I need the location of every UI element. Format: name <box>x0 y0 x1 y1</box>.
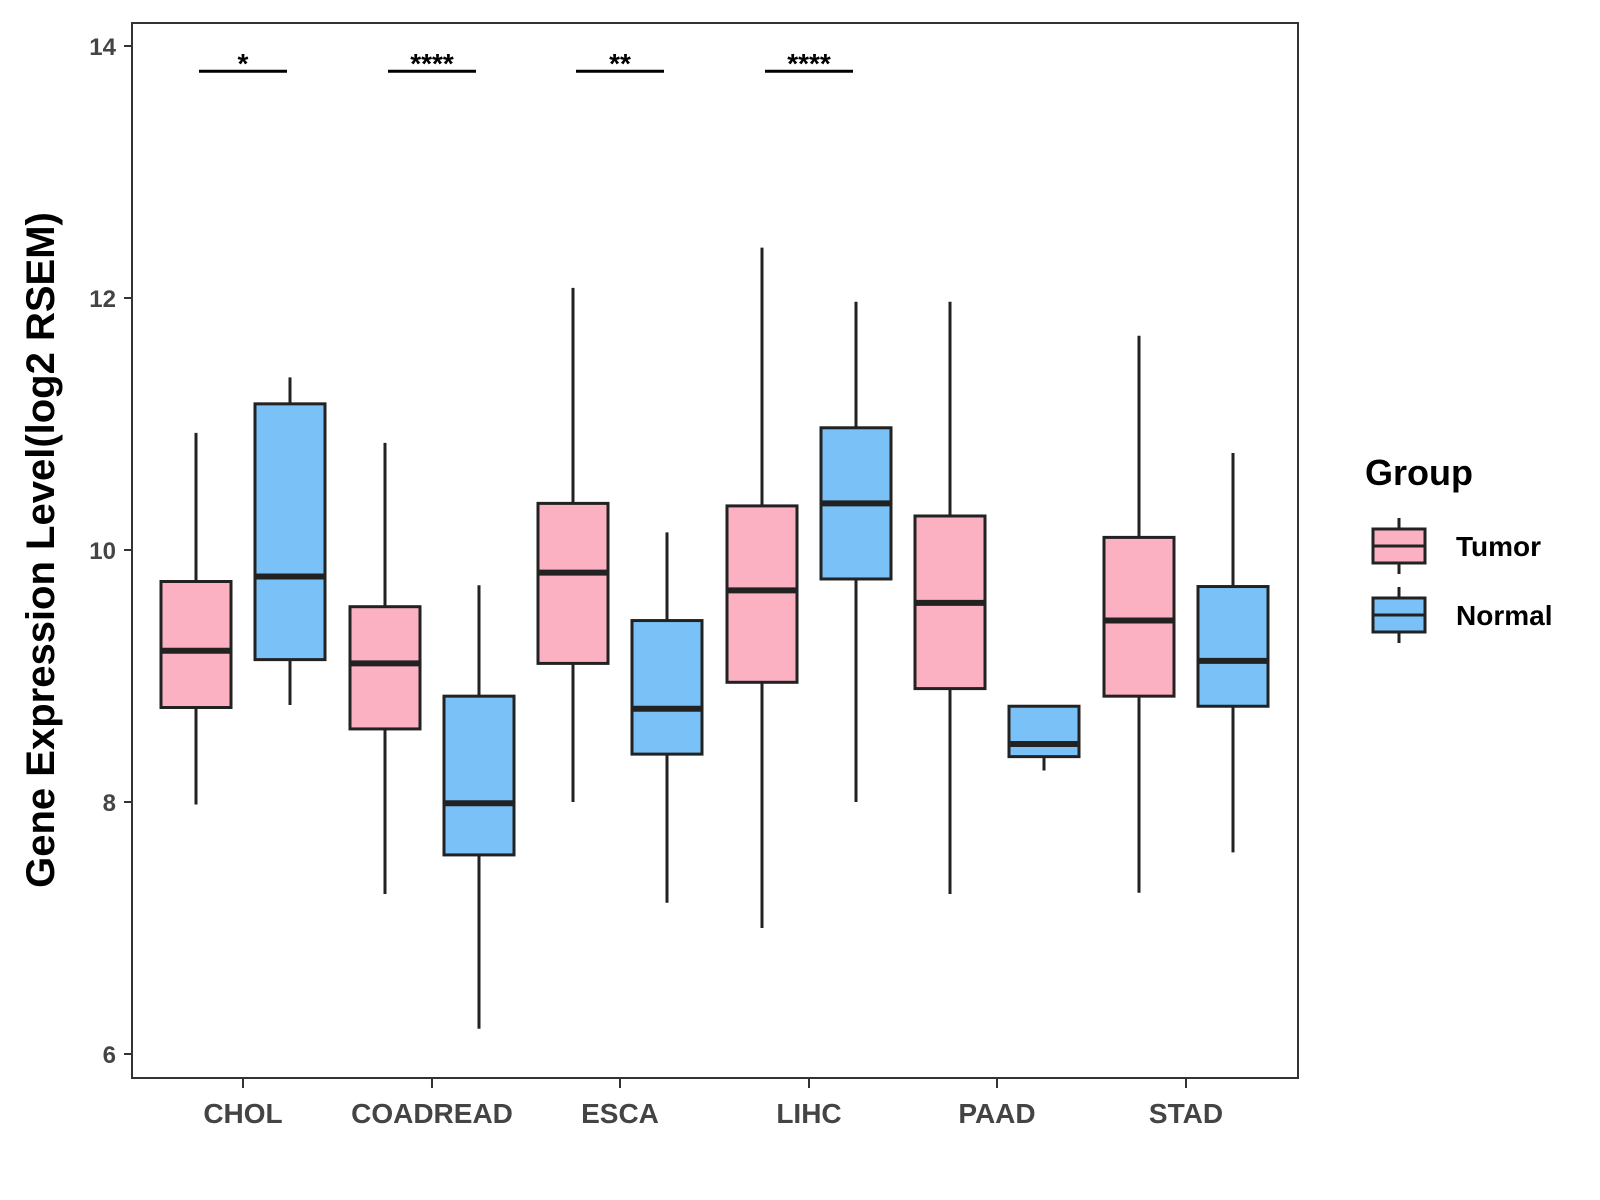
legend-title: Group <box>1365 452 1473 493</box>
x-axis: CHOL COADREAD ESCA LIHC PAAD STAD <box>203 1078 1223 1129</box>
significance-label: **** <box>787 48 831 79</box>
y-tick-label: 6 <box>103 1042 116 1069</box>
box-body <box>1102 535 1176 698</box>
box-body <box>725 504 799 684</box>
box-body <box>348 605 422 731</box>
y-axis: 6 8 10 12 14 <box>89 34 132 1069</box>
x-tick-label: PAAD <box>958 1098 1035 1129</box>
box-tumor-paad <box>913 301 987 894</box>
significance-label: **** <box>410 48 454 79</box>
box-normal-coadread <box>442 585 516 1029</box>
x-tick-label: STAD <box>1149 1098 1223 1129</box>
box-body <box>253 402 327 662</box>
legend-item-tumor: Tumor <box>1371 518 1541 574</box>
box-body <box>159 580 233 709</box>
legend-label: Tumor <box>1456 531 1541 562</box>
box-body <box>1196 585 1270 708</box>
box-normal-lihc <box>819 301 893 802</box>
legend-item-normal: Normal <box>1371 587 1552 643</box>
y-tick-label: 8 <box>103 790 116 817</box>
x-tick-label: CHOL <box>203 1098 282 1129</box>
y-tick-label: 14 <box>89 34 116 61</box>
box-tumor-lihc <box>725 247 799 928</box>
box-tumor-esca <box>536 287 610 802</box>
x-tick-label: COADREAD <box>351 1098 513 1129</box>
significance-annotations: * **** ** **** <box>199 48 853 79</box>
box-group <box>159 247 1270 1029</box>
y-tick-label: 10 <box>89 538 116 565</box>
y-tick-label: 12 <box>89 286 116 313</box>
box-body <box>536 501 610 665</box>
box-tumor-chol <box>159 432 233 805</box>
box-tumor-coadread <box>348 442 422 894</box>
x-tick-label: ESCA <box>581 1098 659 1129</box>
y-axis-label: Gene Expression Level(log2 RSEM) <box>19 212 63 888</box>
box-tumor-stad <box>1102 335 1176 893</box>
box-normal-chol <box>253 377 327 705</box>
x-tick-label: LIHC <box>776 1098 841 1129</box>
box-normal-paad <box>1007 704 1081 771</box>
significance-label: ** <box>609 48 631 79</box>
box-normal-esca <box>630 532 704 903</box>
box-body <box>1007 704 1081 759</box>
legend: Group Tumor Normal <box>1365 452 1552 643</box>
box-body <box>630 619 704 756</box>
box-normal-stad <box>1196 452 1270 853</box>
legend-label: Normal <box>1456 600 1552 631</box>
significance-label: * <box>238 48 249 79</box>
box-body <box>442 694 516 857</box>
